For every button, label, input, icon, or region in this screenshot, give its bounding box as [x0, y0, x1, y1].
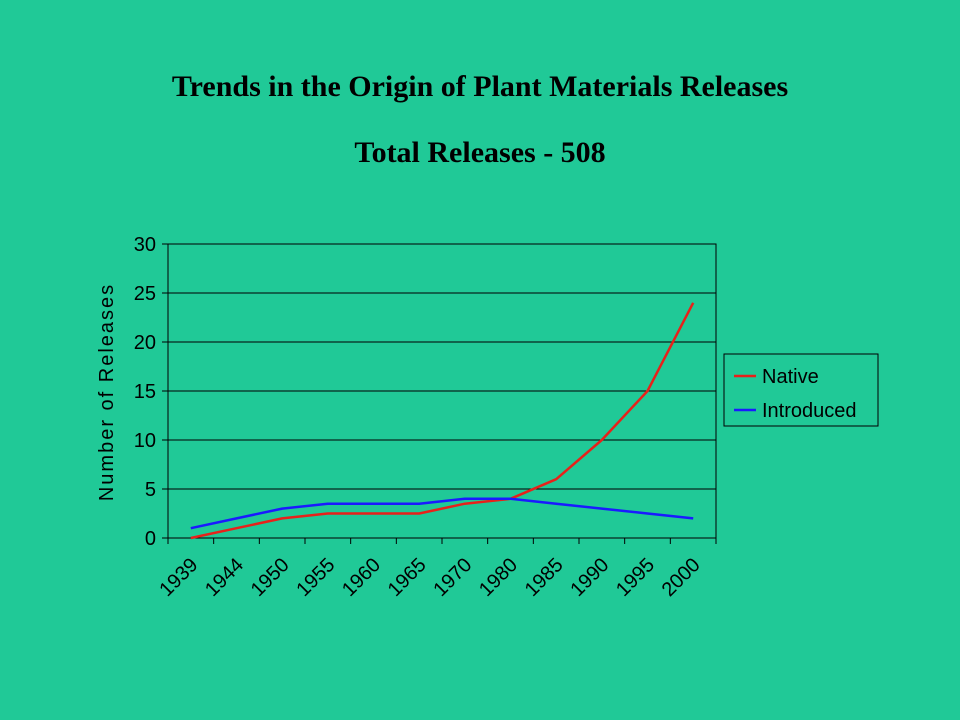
x-tick-label: 1965	[384, 554, 431, 601]
y-tick-label: 20	[134, 332, 156, 354]
y-tick-label: 30	[134, 234, 156, 256]
x-tick-label: 1995	[612, 554, 659, 601]
y-tick-label: 25	[134, 283, 156, 305]
x-tick-label: 1950	[247, 554, 294, 601]
x-tick-label: 1960	[338, 554, 385, 601]
x-axis: 1939194419501955196019651970198019851990…	[155, 538, 717, 601]
y-tick-label: 0	[145, 528, 156, 550]
x-tick-label: 1939	[155, 554, 202, 601]
gridlines	[168, 243, 716, 539]
x-tick-label: 1980	[475, 554, 522, 601]
x-tick-label: 1970	[429, 554, 476, 601]
x-tick-label: 2000	[658, 554, 705, 601]
y-tick-label: 5	[145, 479, 156, 501]
series-line-introduced	[190, 497, 694, 530]
legend-box	[723, 353, 879, 427]
legend: Native Introduced	[723, 353, 879, 427]
y-tick-label: 15	[134, 381, 156, 403]
chart-subtitle: Total Releases - 508	[354, 136, 606, 169]
y-axis: 0 5 10 15 20 25 30	[134, 234, 168, 550]
x-tick-label: 1985	[521, 554, 568, 601]
series-lines	[190, 302, 695, 540]
x-tick-label: 1955	[292, 554, 339, 601]
legend-entry-native: Native	[762, 366, 819, 388]
x-tick-label: 1944	[201, 554, 248, 601]
chart-title: Trends in the Origin of Plant Materials …	[171, 70, 789, 103]
series-line-native	[190, 302, 695, 540]
y-axis-title: Number of Releases	[96, 283, 118, 501]
legend-entry-introduced: Introduced	[762, 400, 857, 422]
x-tick-label: 1990	[566, 554, 613, 601]
y-tick-label: 10	[134, 430, 156, 452]
